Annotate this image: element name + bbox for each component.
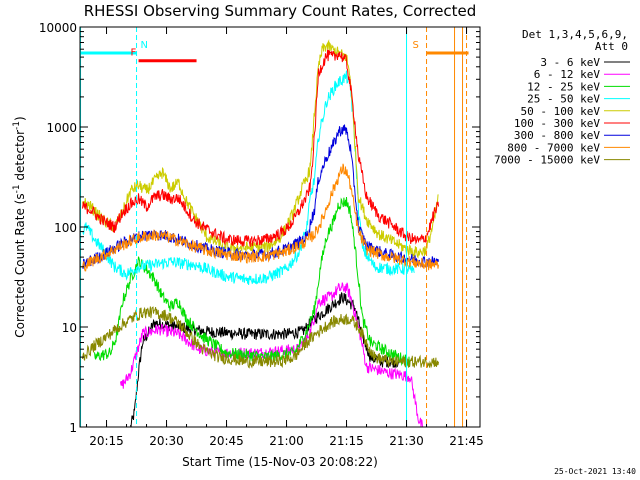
series-line-1 xyxy=(130,292,399,427)
annotation-label-n: N xyxy=(141,40,148,51)
legend-label-8: 800 - 7000 keV xyxy=(507,141,600,154)
x-tick-label-5: 21:15 xyxy=(329,434,364,448)
series-line-8 xyxy=(82,163,439,272)
series-line-3 xyxy=(94,196,411,367)
chart-title: RHESSI Observing Summary Count Rates, Co… xyxy=(84,2,477,20)
y-tick-label-4: 1000 xyxy=(46,121,77,135)
x-axis-label: Start Time (15-Nov-03 20:08:22) xyxy=(182,455,378,469)
y-tick-label-3: 100 xyxy=(54,221,77,235)
x-tick-label-7: 21:45 xyxy=(449,434,484,448)
y-tick-label-1: 1 xyxy=(69,421,77,435)
x-tick-label-6: 21:30 xyxy=(389,434,424,448)
annotation-label-s: S xyxy=(413,40,419,51)
footer-timestamp: 25-Oct-2021 13:40 xyxy=(554,467,636,476)
y-axis-ticks: 1 10 100 1000 10000 xyxy=(39,21,480,435)
series-line-7 xyxy=(82,124,439,269)
legend-label-1: 3 - 6 keV xyxy=(540,56,600,69)
legend-label-2: 6 - 12 keV xyxy=(534,68,601,81)
x-tick-label-1: 20:15 xyxy=(89,434,124,448)
y-tick-label-5: 10000 xyxy=(39,21,77,35)
legend-label-7: 300 - 800 keV xyxy=(514,129,600,142)
legend-label-6: 100 - 300 keV xyxy=(514,117,600,130)
legend-header-line-1: Det 1,3,4,5,6,9, xyxy=(522,28,628,41)
legend-label-9: 7000 - 15000 keV xyxy=(494,154,600,167)
x-axis-ticks: 20:15 20:30 20:45 21:00 21:15 21:30 21:45 xyxy=(86,27,484,448)
legend-label-4: 25 - 50 keV xyxy=(527,93,600,106)
x-tick-label-2: 20:30 xyxy=(149,434,184,448)
series-line-9 xyxy=(82,306,439,369)
series-line-4 xyxy=(82,70,415,286)
x-tick-label-3: 20:45 xyxy=(209,434,244,448)
markers-layer xyxy=(80,27,469,427)
legend-header-line-2: Att 0 xyxy=(595,40,628,53)
series-layer xyxy=(82,39,439,427)
series-line-6 xyxy=(82,49,439,247)
legend-label-5: 50 - 100 keV xyxy=(521,105,601,118)
plot-frame xyxy=(79,26,481,428)
x-tick-label-4: 21:00 xyxy=(269,434,304,448)
series-line-5 xyxy=(82,39,439,259)
y-tick-label-2: 10 xyxy=(62,321,77,335)
y-axis-label: Corrected Count Rate (s-1 detector-1) xyxy=(12,116,27,337)
annotation-label-f: F xyxy=(131,48,137,59)
legend-label-3: 12 - 25 keV xyxy=(527,80,600,93)
